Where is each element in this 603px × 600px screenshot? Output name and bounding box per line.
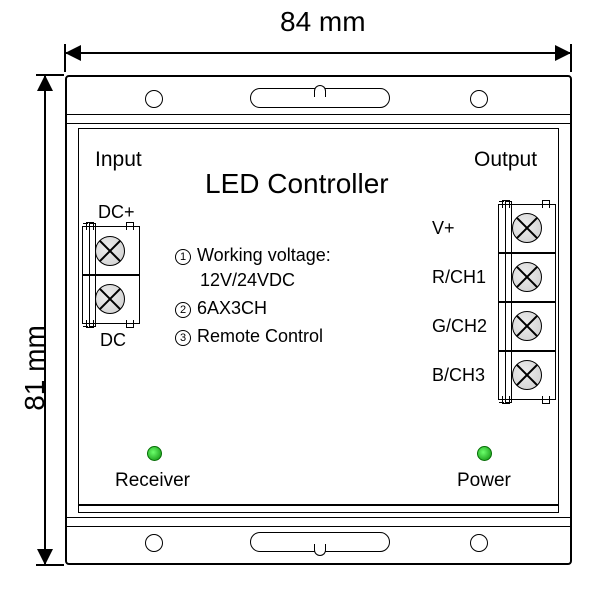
spec-row-1: 2 6AX3CH (175, 298, 267, 319)
mount-hole-bot-right (470, 534, 488, 552)
input-term-div (82, 274, 140, 276)
output-label: Output (474, 148, 537, 172)
dim-width-arrow-r (555, 45, 571, 61)
receiver-label: Receiver (115, 470, 190, 492)
out-div-1 (498, 252, 556, 254)
dim-width-arrow-l (65, 45, 81, 61)
dim-height-tick-t (36, 74, 64, 76)
input-screw-0 (95, 236, 125, 266)
top-rail (67, 114, 570, 124)
input-label: Input (95, 148, 142, 172)
out-div-2 (498, 301, 556, 303)
input-ridge2 (126, 222, 134, 230)
output-term-label-1: R/CH1 (432, 267, 486, 288)
dim-height-tick-b (36, 564, 64, 566)
dim-height-line (44, 75, 46, 565)
panel-divider (78, 504, 559, 506)
out-div-3 (498, 350, 556, 352)
spec-num-2: 3 (175, 330, 191, 346)
output-ridge3 (502, 396, 510, 404)
title: LED Controller (205, 168, 389, 200)
receiver-led (147, 446, 162, 461)
output-term-label-3: B/CH3 (432, 365, 485, 386)
dim-width-tick-l (64, 44, 66, 72)
spec-2-line1: Remote Control (197, 326, 323, 346)
spec-1-line1: 6AX3CH (197, 298, 267, 318)
input-ridge (86, 222, 94, 230)
spec-num-0: 1 (175, 249, 191, 265)
dim-height-arrow-b (37, 549, 53, 565)
input-term-label-0: DC+ (98, 202, 135, 223)
output-ridge1 (502, 200, 510, 208)
bottom-rail (67, 517, 570, 527)
output-ridge2 (542, 200, 550, 208)
output-screw-0 (512, 213, 542, 243)
output-screw-2 (512, 311, 542, 341)
mount-hole-bot-left (145, 534, 163, 552)
dim-width-line (65, 52, 571, 54)
power-label: Power (457, 470, 511, 492)
output-term-label-2: G/CH2 (432, 316, 487, 337)
power-led (477, 446, 492, 461)
output-ridge4 (542, 396, 550, 404)
input-ridge3 (86, 320, 94, 328)
dim-width-label: 84 mm (280, 6, 366, 38)
dim-width-tick-r (570, 44, 572, 72)
spec-0-line2: 12V/24VDC (200, 270, 295, 291)
input-term-label-1: DC (100, 330, 126, 351)
dim-height-arrow-t (37, 75, 53, 91)
spec-0-line1: Working voltage: (197, 245, 331, 265)
mount-hole-top-right (470, 90, 488, 108)
spec-row-2: 3 Remote Control (175, 326, 323, 347)
mount-slot-top-key (314, 85, 326, 97)
input-ridge4 (126, 320, 134, 328)
output-term-label-0: V+ (432, 218, 455, 239)
mount-slot-bot-key (314, 544, 326, 556)
spec-row-0: 1 Working voltage: (175, 245, 331, 266)
spec-num-1: 2 (175, 302, 191, 318)
input-screw-1 (95, 284, 125, 314)
output-screw-3 (512, 360, 542, 390)
output-screw-1 (512, 262, 542, 292)
mount-hole-top-left (145, 90, 163, 108)
